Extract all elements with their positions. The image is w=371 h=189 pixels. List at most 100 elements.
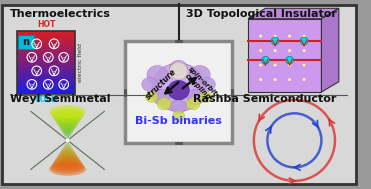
Ellipse shape [171, 100, 186, 114]
Text: -: - [35, 68, 38, 74]
Ellipse shape [60, 150, 75, 155]
Circle shape [259, 49, 262, 52]
Circle shape [274, 49, 276, 52]
Text: -: - [47, 54, 49, 60]
Ellipse shape [157, 98, 171, 110]
Bar [17, 58, 75, 60]
Circle shape [259, 35, 262, 38]
Bar [17, 50, 75, 52]
Ellipse shape [65, 135, 70, 137]
Ellipse shape [66, 137, 69, 138]
Bar [17, 79, 75, 81]
Ellipse shape [53, 112, 82, 122]
Bar [17, 31, 75, 94]
Text: structure: structure [144, 67, 178, 101]
Text: -: - [30, 54, 33, 60]
Ellipse shape [189, 65, 210, 84]
Circle shape [262, 56, 269, 64]
Text: -: - [35, 41, 38, 47]
Text: Weyl Semimetal: Weyl Semimetal [10, 94, 110, 104]
Circle shape [271, 37, 279, 45]
Text: Bi-Sb binaries: Bi-Sb binaries [135, 116, 222, 126]
Bar [17, 47, 75, 50]
Bar [17, 37, 75, 40]
Bar [17, 89, 75, 92]
Circle shape [288, 64, 291, 67]
Text: spin-orbit
coupling: spin-orbit coupling [182, 66, 218, 103]
Text: 3D Topological Insulator: 3D Topological Insulator [186, 9, 337, 19]
Bar [17, 68, 75, 71]
Ellipse shape [58, 153, 78, 160]
Ellipse shape [52, 109, 83, 121]
Ellipse shape [58, 121, 78, 128]
Ellipse shape [152, 63, 205, 111]
Ellipse shape [152, 89, 170, 105]
Bar [17, 60, 75, 63]
Bar [125, 41, 232, 143]
Circle shape [65, 138, 70, 143]
Circle shape [303, 78, 305, 81]
Text: COLD: COLD [35, 95, 58, 104]
Polygon shape [248, 8, 339, 19]
Circle shape [259, 64, 262, 67]
Ellipse shape [56, 119, 79, 126]
Ellipse shape [147, 65, 168, 84]
Ellipse shape [200, 91, 212, 102]
Ellipse shape [54, 114, 81, 124]
Ellipse shape [50, 161, 85, 174]
Ellipse shape [56, 154, 79, 162]
Bar [17, 73, 75, 75]
Bar [17, 87, 75, 90]
Bar [17, 41, 75, 44]
Circle shape [288, 49, 291, 52]
Text: -: - [62, 54, 65, 60]
Ellipse shape [49, 163, 86, 176]
Text: Rashba Semiconductor: Rashba Semiconductor [193, 94, 336, 104]
Bar [17, 85, 75, 88]
Bar [17, 91, 75, 94]
Bar [17, 62, 75, 65]
Ellipse shape [61, 148, 74, 153]
Ellipse shape [60, 125, 75, 131]
Circle shape [300, 37, 308, 45]
Bar [17, 70, 75, 73]
Ellipse shape [168, 81, 189, 100]
Text: Thermoelectrics: Thermoelectrics [10, 9, 111, 19]
Ellipse shape [54, 157, 81, 167]
Circle shape [288, 35, 291, 38]
Ellipse shape [62, 130, 73, 134]
Text: -: - [53, 41, 55, 47]
Circle shape [303, 49, 305, 52]
Ellipse shape [62, 147, 73, 151]
Ellipse shape [61, 128, 74, 132]
Text: -: - [53, 68, 55, 74]
Bar [17, 39, 75, 42]
Ellipse shape [173, 111, 185, 122]
Ellipse shape [55, 116, 80, 125]
Ellipse shape [59, 151, 76, 158]
Bar [17, 56, 75, 58]
Bar [17, 64, 75, 67]
Ellipse shape [49, 105, 86, 118]
Bar [17, 77, 75, 79]
Ellipse shape [52, 160, 83, 171]
Text: n: n [23, 37, 30, 47]
Text: -: - [30, 81, 33, 87]
Ellipse shape [63, 146, 72, 148]
Text: -: - [47, 81, 49, 87]
Ellipse shape [53, 159, 82, 169]
Circle shape [303, 35, 305, 38]
Ellipse shape [59, 123, 76, 129]
Ellipse shape [186, 98, 200, 110]
Bar [17, 54, 75, 56]
Circle shape [274, 64, 276, 67]
Ellipse shape [55, 156, 80, 164]
Circle shape [259, 78, 262, 81]
Bar [17, 81, 75, 84]
Ellipse shape [63, 132, 72, 135]
Circle shape [286, 56, 293, 64]
Circle shape [274, 78, 276, 81]
Bar [17, 43, 75, 46]
Bar [17, 33, 75, 36]
Bar [17, 75, 75, 77]
